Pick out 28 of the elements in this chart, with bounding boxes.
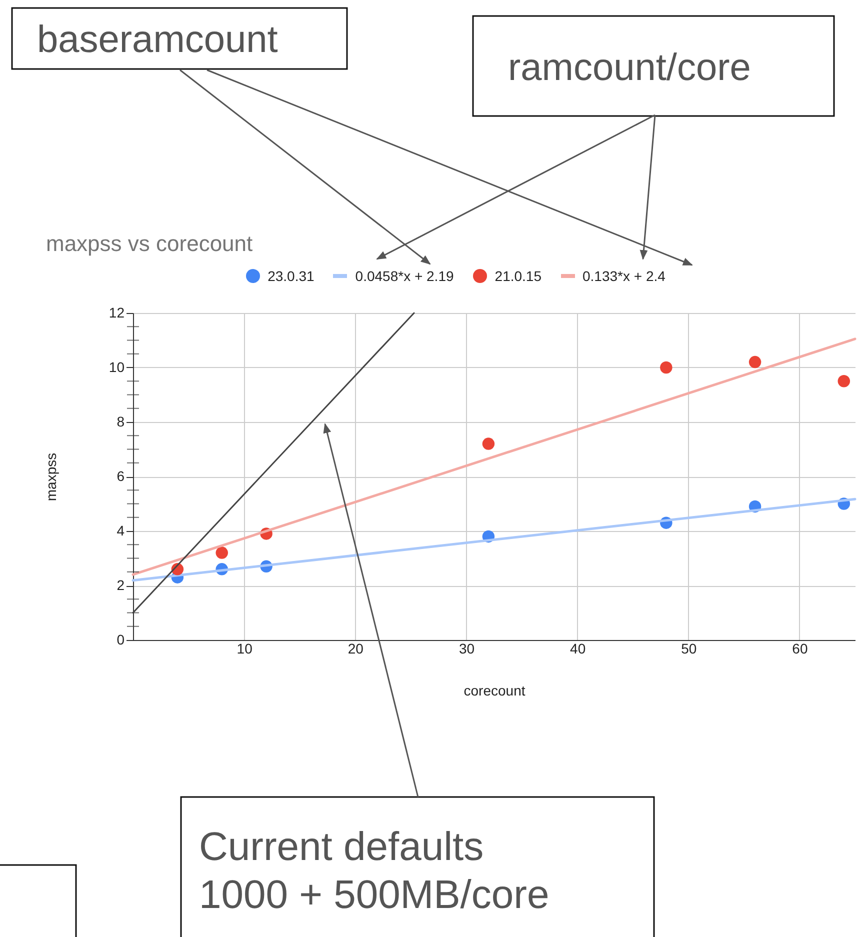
legend-label: 21.0.15: [494, 268, 542, 284]
y-tick-label: 12: [108, 304, 125, 320]
x-axis-title: corecount: [464, 682, 526, 698]
y-axis-title: maxpss: [42, 452, 59, 502]
y-tick-label: 4: [116, 522, 125, 538]
x-tick-label: 20: [348, 640, 364, 656]
point: [748, 356, 762, 368]
x-tick-label: 40: [570, 640, 586, 656]
text: Current defaults 1000 + 500MB/core: [199, 825, 550, 917]
x-tick-label: 50: [681, 640, 697, 656]
y-tick-label: 0: [116, 632, 125, 648]
y-tick-label: 8: [116, 414, 125, 430]
text: ramcount/core: [508, 47, 751, 89]
point: [838, 375, 850, 388]
point: [216, 546, 228, 559]
y-tick-label: 2: [116, 577, 125, 593]
x-tick-label: 60: [792, 640, 808, 656]
point: [660, 361, 672, 374]
y-tick-label: 6: [116, 468, 125, 484]
legend-label: 23.0.31: [268, 268, 314, 284]
x-tick-label: 30: [458, 640, 475, 656]
legend-label: 0.133*x + 2.4: [582, 268, 666, 284]
chart-title: maxpss vs corecount: [46, 231, 253, 256]
x-tick-label: 10: [236, 640, 253, 656]
legend-label: 0.0458*x + 2.19: [355, 268, 454, 284]
point: [482, 438, 495, 450]
y-tick-label: 10: [108, 359, 125, 375]
text: baseramcount: [37, 19, 278, 61]
